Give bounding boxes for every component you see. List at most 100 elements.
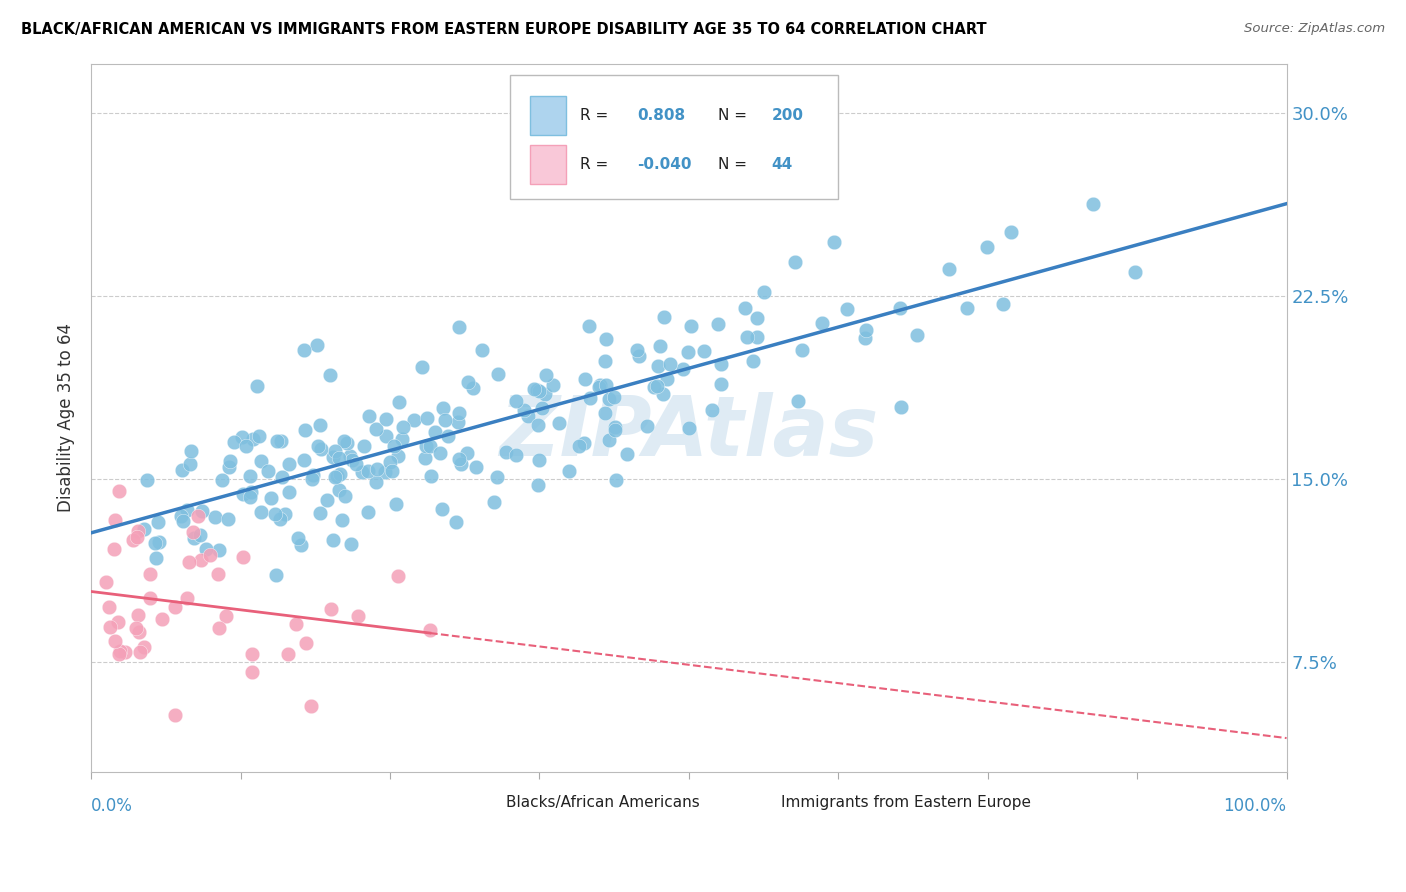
Text: N =: N =: [717, 108, 747, 123]
Point: [541, 377, 564, 392]
Point: [215, 609, 238, 624]
Point: [574, 436, 596, 450]
Point: [387, 569, 409, 583]
Point: [486, 368, 509, 382]
Point: [558, 464, 581, 478]
Point: [176, 503, 198, 517]
Point: [734, 301, 756, 315]
Point: [339, 449, 361, 463]
Text: ZIPAtlas: ZIPAtlas: [499, 392, 879, 473]
Point: [340, 453, 363, 467]
Point: [357, 505, 380, 519]
Point: [269, 512, 291, 526]
Text: R =: R =: [581, 157, 609, 172]
Point: [437, 429, 460, 443]
Text: 200: 200: [772, 108, 803, 123]
Point: [326, 469, 349, 483]
Point: [655, 372, 678, 386]
Point: [402, 413, 425, 427]
Point: [658, 357, 681, 371]
Point: [335, 489, 357, 503]
Point: [593, 354, 616, 368]
Point: [364, 475, 387, 489]
Point: [242, 432, 264, 446]
Text: -0.040: -0.040: [637, 157, 692, 172]
Point: [527, 477, 550, 491]
Point: [482, 495, 505, 509]
Point: [183, 531, 205, 545]
Point: [595, 377, 617, 392]
Point: [285, 616, 308, 631]
Point: [263, 508, 285, 522]
Point: [434, 413, 457, 427]
Point: [574, 372, 596, 386]
Point: [308, 418, 330, 433]
Point: [122, 533, 145, 548]
Point: [333, 434, 356, 448]
Point: [235, 439, 257, 453]
Y-axis label: Disability Age 35 to 64: Disability Age 35 to 64: [58, 324, 75, 512]
Point: [307, 439, 329, 453]
Point: [309, 506, 332, 520]
Point: [328, 450, 350, 465]
Point: [375, 429, 398, 443]
Point: [125, 530, 148, 544]
Point: [391, 432, 413, 446]
Point: [486, 469, 509, 483]
Point: [636, 418, 658, 433]
Point: [287, 531, 309, 545]
Point: [413, 450, 436, 465]
Point: [353, 439, 375, 453]
Point: [589, 378, 612, 392]
Point: [588, 380, 610, 394]
Point: [415, 439, 437, 453]
Point: [179, 457, 201, 471]
Point: [148, 534, 170, 549]
Point: [735, 330, 758, 344]
Point: [307, 338, 329, 352]
Point: [578, 318, 600, 333]
Point: [114, 644, 136, 658]
Point: [505, 394, 527, 409]
Point: [752, 285, 775, 300]
Point: [277, 485, 299, 500]
Point: [239, 491, 262, 505]
Point: [249, 504, 271, 518]
Point: [98, 620, 121, 634]
Point: [461, 382, 484, 396]
Point: [423, 425, 446, 439]
Point: [329, 467, 352, 482]
Point: [148, 515, 170, 529]
Point: [218, 460, 240, 475]
Point: [1123, 265, 1146, 279]
Point: [323, 469, 346, 483]
Point: [316, 492, 339, 507]
Point: [172, 462, 194, 476]
Point: [294, 423, 316, 437]
Point: [430, 501, 453, 516]
Point: [194, 541, 217, 556]
Point: [568, 439, 591, 453]
Point: [277, 647, 299, 661]
Point: [598, 434, 620, 448]
Point: [217, 512, 239, 526]
Point: [323, 444, 346, 458]
Point: [340, 537, 363, 551]
Point: [188, 527, 211, 541]
Point: [938, 261, 960, 276]
Point: [143, 536, 166, 550]
Point: [548, 416, 571, 430]
Point: [302, 468, 325, 483]
Point: [783, 254, 806, 268]
Point: [647, 359, 669, 374]
Point: [648, 339, 671, 353]
Point: [419, 439, 441, 453]
Point: [447, 451, 470, 466]
Point: [207, 566, 229, 581]
Point: [271, 470, 294, 484]
Point: [626, 343, 648, 358]
Point: [811, 316, 834, 330]
Point: [125, 622, 148, 636]
Point: [603, 424, 626, 438]
Point: [616, 447, 638, 461]
